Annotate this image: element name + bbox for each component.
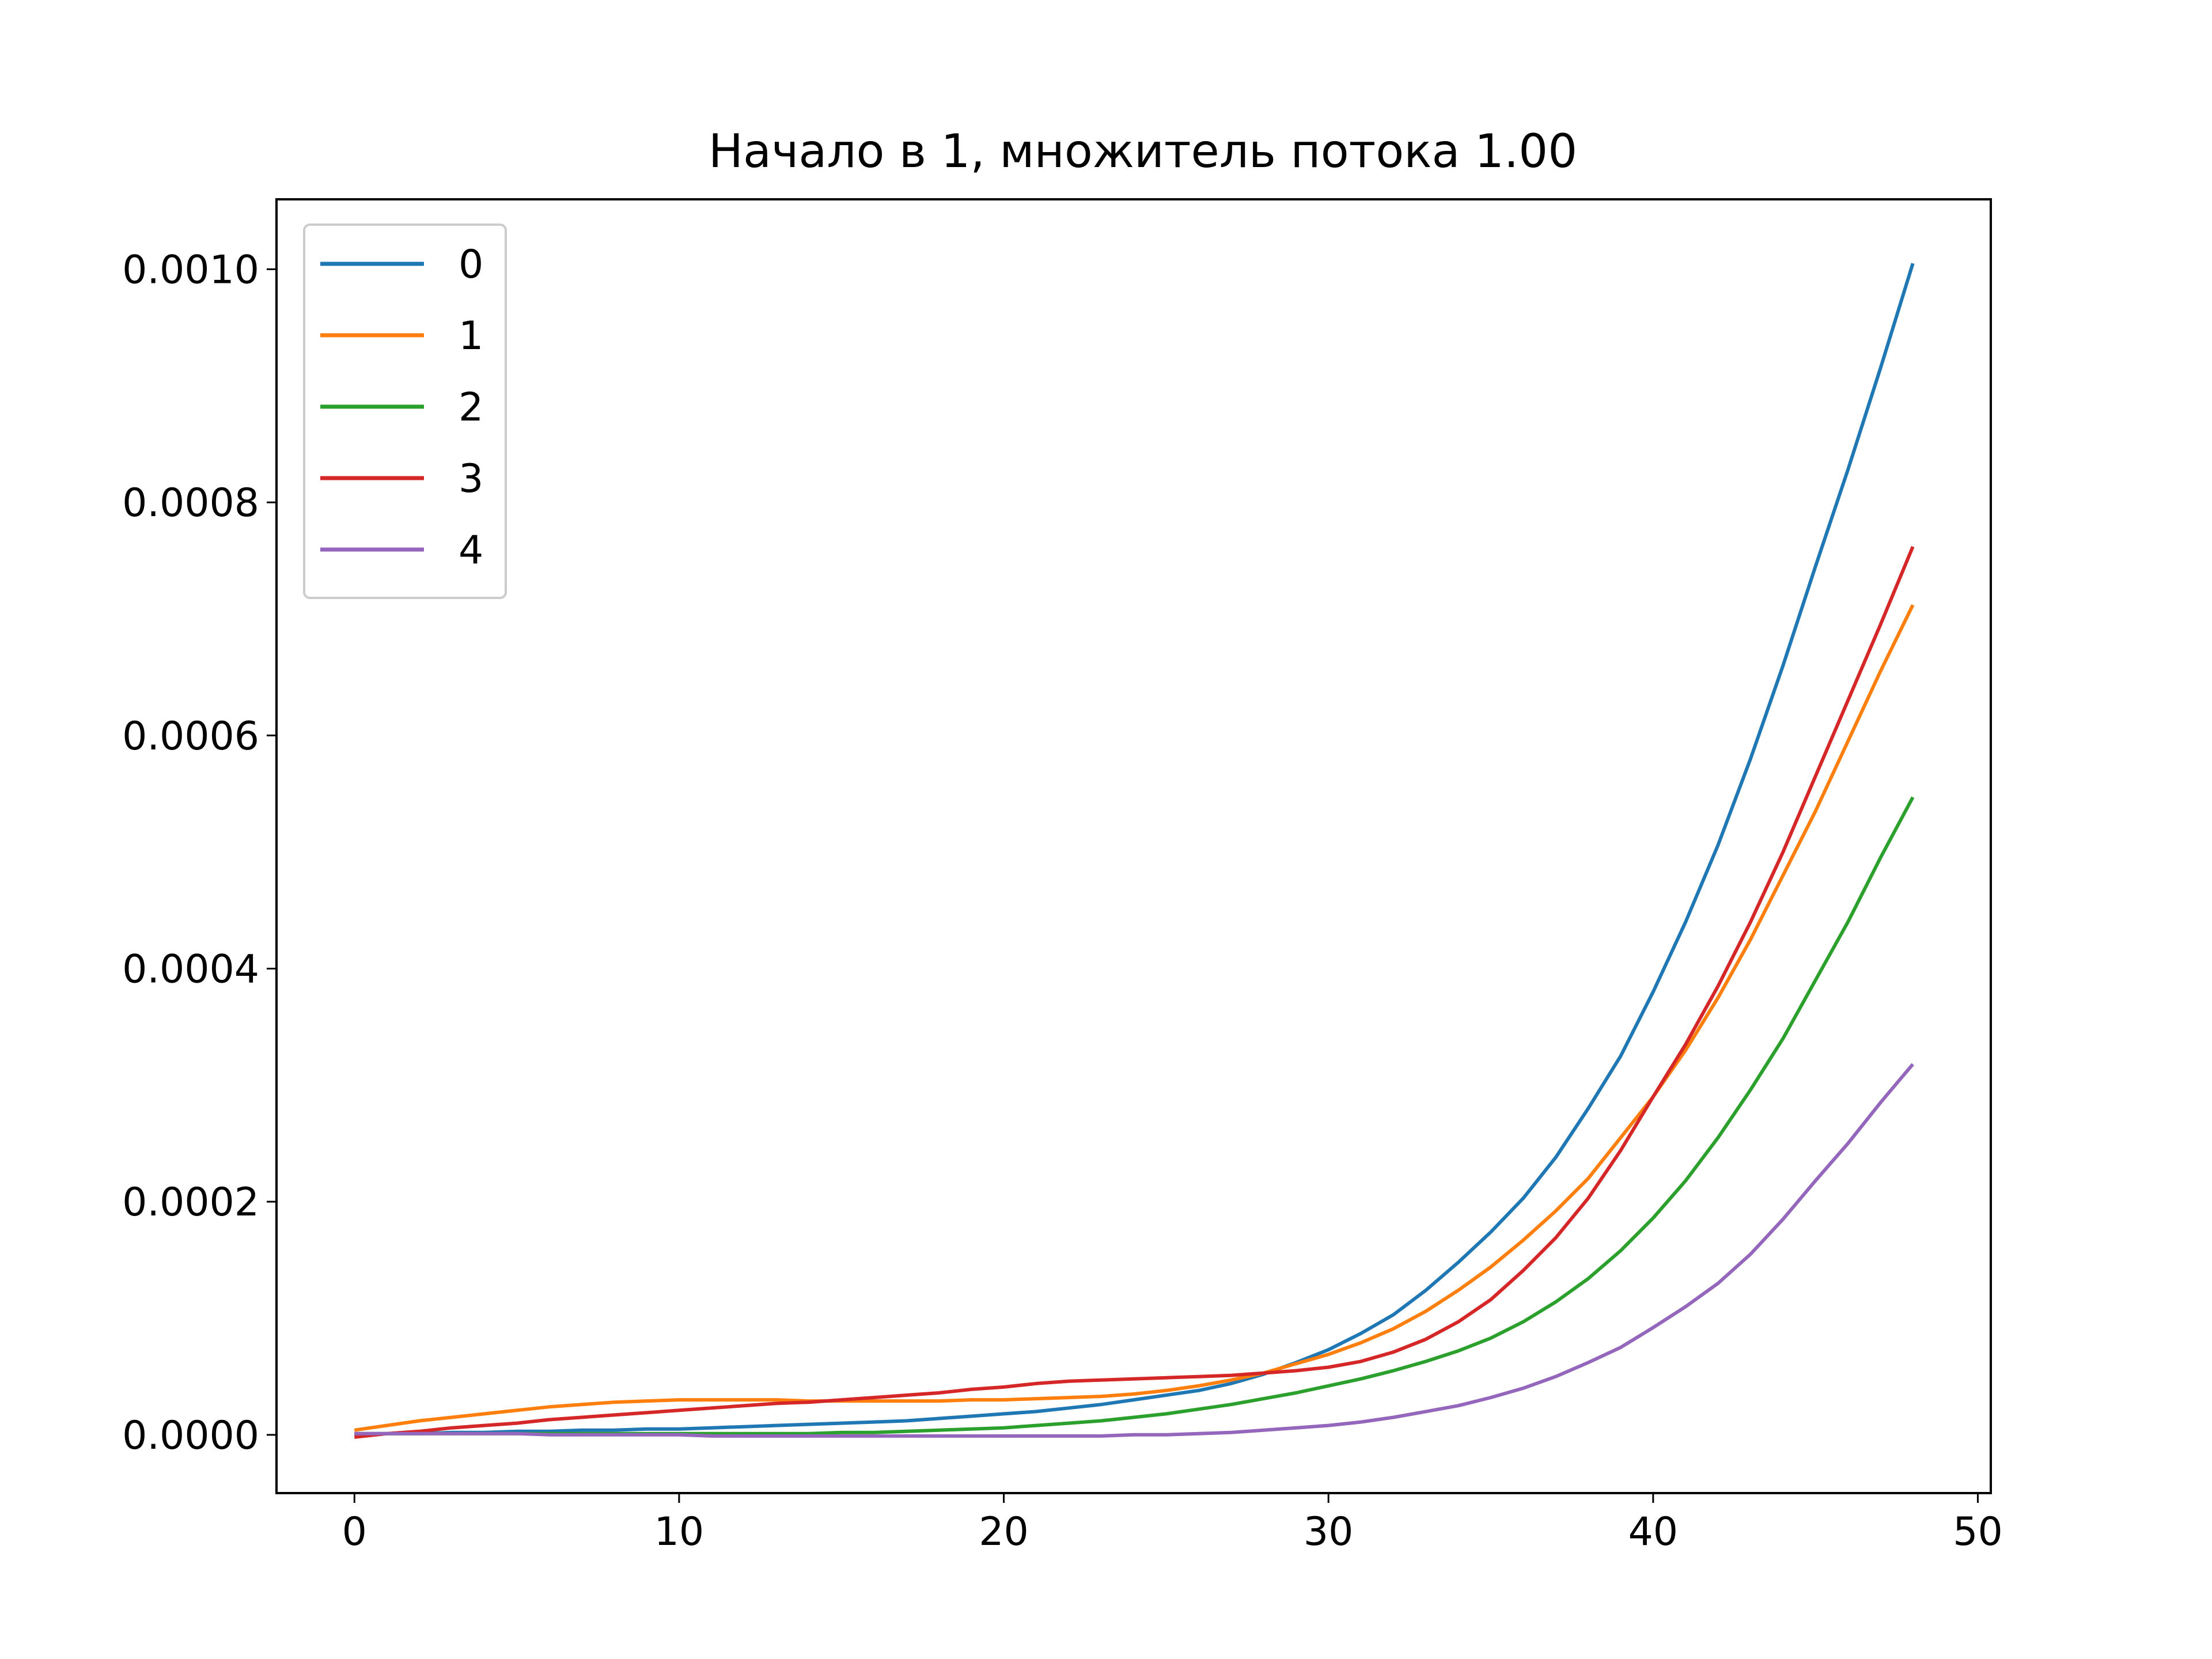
x-tick-label: 50	[1953, 1509, 2003, 1555]
axes-frame	[275, 198, 1992, 1494]
plot-area	[354, 263, 1915, 1439]
y-tick-label: 0.0004	[122, 946, 259, 992]
legend-label-3: 3	[459, 456, 483, 502]
x-tick-label: 30	[1304, 1509, 1354, 1555]
y-tick-label: 0.0006	[122, 714, 259, 759]
series-line-4	[354, 1063, 1914, 1438]
series-line-0	[354, 263, 1915, 1437]
y-axis: 0.0000 0.0002 0.0004 0.0006 0.0008 0.0010	[122, 247, 276, 1459]
x-tick-label: 0	[342, 1509, 367, 1555]
y-tick-label: 0.0000	[122, 1413, 259, 1459]
x-axis: 0 10 20 30 40 50	[342, 1493, 2003, 1555]
y-tick-label: 0.0008	[122, 480, 259, 526]
x-tick-label: 40	[1628, 1509, 1679, 1555]
chart-title: Начало в 1, множитель потока 1.00	[709, 124, 1577, 178]
x-tick-label: 10	[654, 1509, 704, 1555]
x-tick-label: 20	[979, 1509, 1029, 1555]
legend: 0 1 2 3 4	[303, 224, 507, 599]
legend-label-4: 4	[459, 528, 483, 573]
series-line-3	[354, 546, 1915, 1439]
legend-label-0: 0	[459, 242, 483, 287]
legend-box	[303, 224, 507, 599]
y-tick-label: 0.0010	[122, 247, 259, 293]
legend-label-2: 2	[459, 385, 483, 430]
legend-label-1: 1	[459, 313, 483, 359]
y-tick-label: 0.0002	[122, 1180, 259, 1225]
